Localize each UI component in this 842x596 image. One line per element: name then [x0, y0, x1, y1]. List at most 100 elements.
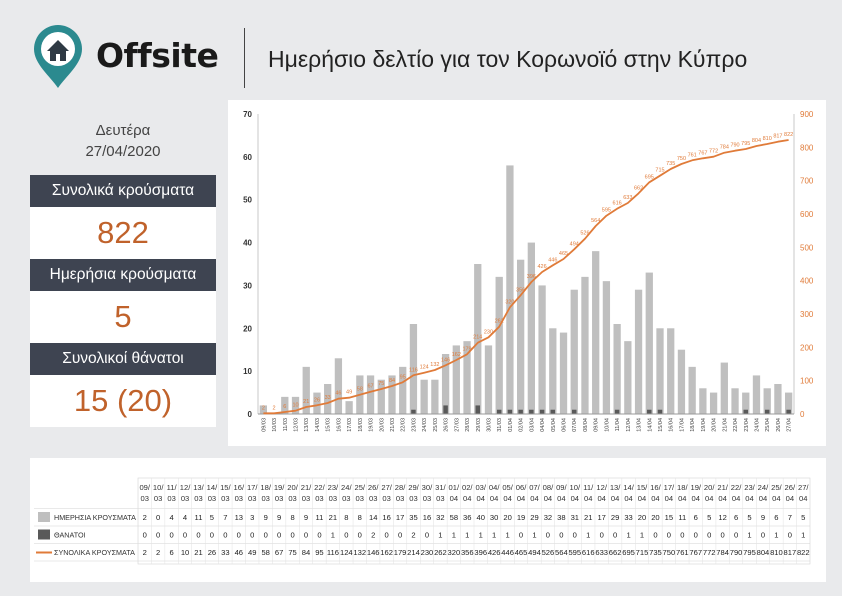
table-cell-deaths: 0: [573, 531, 577, 540]
table-cell-deaths: 1: [586, 531, 590, 540]
table-header-day: 23/: [744, 483, 755, 492]
x-tick-label: 09/03: [261, 418, 267, 432]
table-cell-daily: 11: [195, 513, 203, 522]
total-deaths-value: 15 (20): [30, 375, 216, 427]
table-cell-cumulative: 396: [474, 548, 487, 557]
table-cell-cumulative: 662: [609, 548, 622, 557]
table-cell-deaths: 0: [425, 531, 429, 540]
table-cell-deaths: 0: [680, 531, 684, 540]
table-cell-deaths: 2: [411, 531, 415, 540]
legend-deaths-swatch: [38, 529, 50, 540]
y-right-tick-label: 0: [800, 410, 805, 419]
cumulative-data-label: 162: [452, 352, 461, 358]
cumulative-data-label: 465: [559, 251, 568, 257]
table-cell-deaths: 1: [492, 531, 496, 540]
table-cell-cumulative: 735: [649, 548, 662, 557]
y-left-tick-label: 10: [243, 367, 252, 376]
table-header-day: 28/: [395, 483, 406, 492]
daily-cases-bar: [366, 375, 375, 414]
daily-cases-bar: [742, 392, 750, 414]
table-cell-cumulative: 33: [221, 548, 229, 557]
daily-cases-bar: [334, 358, 343, 414]
table-header-day: 01/: [449, 483, 460, 492]
x-tick-label: 13/04: [637, 418, 643, 432]
x-tick-label: 16/03: [336, 418, 342, 432]
table-cell-cumulative: 6: [169, 548, 173, 557]
table-header-month: 03: [208, 494, 216, 503]
table-cell-deaths: 1: [747, 531, 751, 540]
table-header-month: 03: [275, 494, 283, 503]
table-header-day: 16/: [650, 483, 661, 492]
table-cell-deaths: 1: [801, 531, 805, 540]
table-cell-daily: 21: [329, 513, 337, 522]
daily-cases-bar: [699, 388, 707, 414]
table-cell-deaths: 1: [479, 531, 483, 540]
table-cell-cumulative: 67: [275, 548, 283, 557]
table-cell-cumulative: 146: [367, 548, 380, 557]
table-cell-cumulative: 2: [143, 548, 147, 557]
table-cell-deaths: 0: [250, 531, 254, 540]
header: Offsite Ημερήσιο δελτίο για τον Κορωνοϊό…: [0, 0, 842, 100]
y-right-tick-label: 100: [800, 377, 814, 386]
cumulative-data-label: 662: [634, 185, 643, 191]
table-header-day: 21/: [301, 483, 312, 492]
table-header-day: 22/: [314, 483, 325, 492]
daily-cases-bar: [281, 396, 289, 414]
cumulative-data-label: 494: [570, 241, 579, 247]
table-cell-cumulative: 320: [448, 548, 461, 557]
x-tick-label: 28/03: [465, 418, 471, 432]
x-tick-label: 14/04: [647, 418, 653, 432]
cumulative-data-label: 146: [441, 357, 450, 363]
x-tick-label: 21/03: [390, 418, 396, 432]
cumulative-data-label: 356: [516, 287, 525, 293]
x-tick-label: 29/03: [476, 418, 482, 432]
table-cell-deaths: 1: [452, 531, 456, 540]
table-cell-daily: 29: [611, 513, 619, 522]
table-header-day: 20/: [287, 483, 298, 492]
table-cell-cumulative: 465: [515, 548, 528, 557]
x-tick-label: 20/04: [712, 418, 718, 432]
table-cell-daily: 8: [344, 513, 348, 522]
table-header-day: 04/: [489, 483, 500, 492]
table-cell-cumulative: 356: [461, 548, 474, 557]
x-tick-label: 19/03: [369, 418, 375, 432]
total-deaths-label: Συνολικοί θάνατοι: [30, 343, 216, 375]
table-cell-daily: 32: [436, 513, 444, 522]
daily-cases-bar: [677, 349, 686, 414]
table-cell-cumulative: 49: [248, 548, 256, 557]
table-cell-daily: 36: [463, 513, 471, 522]
table-header-month: 04: [705, 494, 713, 503]
table-cell-cumulative: 616: [582, 548, 595, 557]
table-header-day: 24/: [341, 483, 352, 492]
x-tick-label: 27/03: [454, 418, 460, 432]
table-cell-deaths: 0: [613, 531, 617, 540]
table-header-month: 04: [597, 494, 605, 503]
total-cases-label: Συνολικά κρούσματα: [30, 175, 216, 207]
daily-cases-bar: [527, 242, 536, 414]
table-cell-cumulative: 790: [730, 548, 743, 557]
cumulative-data-label: 735: [666, 161, 675, 167]
chart-panel: 0 10 20 30 40 50 60 70 0 100 200 300 400 500 600 700 800…: [228, 100, 826, 446]
table-header-day: 09/: [556, 483, 567, 492]
data-table-panel: 09/03 10/03 11/03 12/03 13/03 14/03 15/03 16/03…: [30, 458, 826, 582]
table-header-day: 26/: [785, 483, 796, 492]
cumulative-data-label: 132: [430, 362, 439, 368]
daily-cases-bar: [388, 375, 396, 414]
table-cell-cumulative: 494: [528, 548, 541, 557]
table-cell-deaths: 0: [156, 531, 160, 540]
table-cell-cumulative: 795: [743, 548, 756, 557]
table-header-month: 04: [624, 494, 632, 503]
daily-cases-label: Ημερήσια κρούσματα: [30, 259, 216, 291]
table-cell-daily: 4: [169, 513, 173, 522]
table-header-month: 04: [772, 494, 780, 503]
table-header-month: 03: [181, 494, 189, 503]
table-cell-daily: 14: [369, 513, 377, 522]
cumulative-data-label: 33: [325, 395, 331, 401]
table-header-month: 04: [517, 494, 525, 503]
table-header-day: 30/: [422, 483, 433, 492]
cumulative-data-label: 616: [613, 201, 622, 207]
table-cell-daily: 19: [517, 513, 525, 522]
table-header-month: 04: [490, 494, 498, 503]
table-cell-deaths: 0: [237, 531, 241, 540]
cumulative-data-label: 761: [688, 152, 697, 158]
